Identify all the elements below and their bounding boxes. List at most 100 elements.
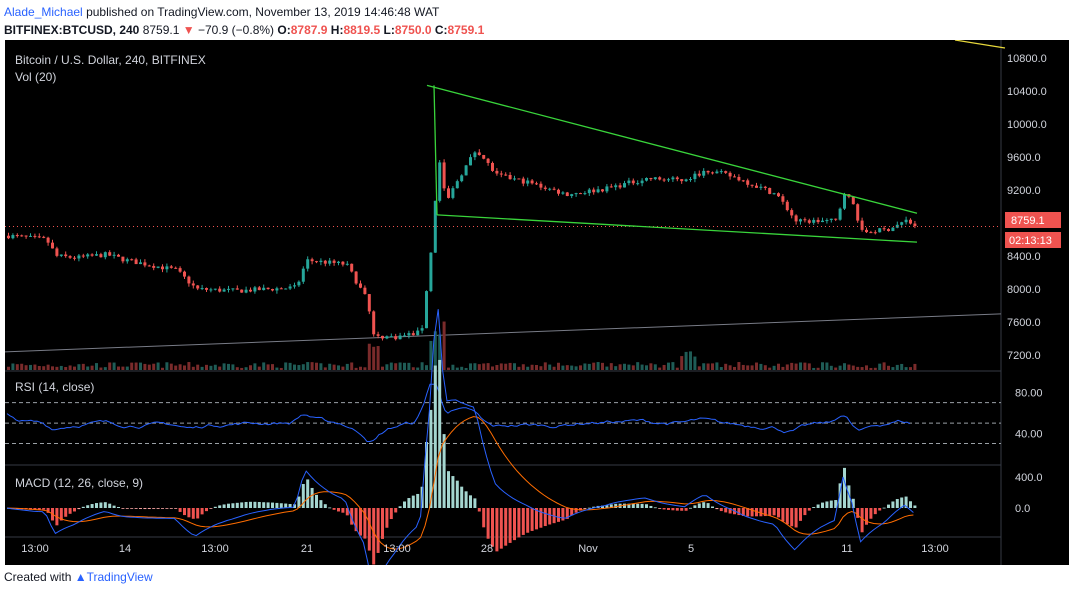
macd-histogram-bar <box>125 508 129 509</box>
x-tick-label: 13:00 <box>201 543 229 555</box>
macd-histogram-bar <box>345 508 349 516</box>
candle-body <box>33 235 37 237</box>
volume-bar <box>24 365 28 370</box>
macd-histogram-bar <box>178 508 182 512</box>
candle-body <box>363 287 367 295</box>
volume-bar <box>15 364 19 370</box>
candle-body <box>169 266 173 268</box>
candle-body <box>147 265 151 267</box>
candle-body <box>574 193 578 195</box>
macd-histogram-bar <box>543 508 547 527</box>
volume-bar <box>583 363 587 370</box>
volume-bar <box>284 362 288 370</box>
candle-body <box>829 218 833 221</box>
volume-bar <box>288 362 292 370</box>
macd-histogram-bar <box>411 495 415 508</box>
chart-area[interactable]: 7200.07600.08000.08400.08800.09200.09600… <box>5 40 1069 565</box>
volume-bar <box>183 365 186 370</box>
candle-body <box>856 204 860 221</box>
candle-body <box>548 188 552 190</box>
candle-body <box>759 186 763 188</box>
candle-body <box>381 335 384 339</box>
candle-body <box>667 179 670 181</box>
volume-bar <box>416 367 420 370</box>
volume-bar <box>851 365 855 370</box>
macd-histogram-bar <box>821 502 824 508</box>
macd-histogram-bar <box>631 503 635 508</box>
candle-body <box>790 210 794 216</box>
volume-bar <box>200 366 204 370</box>
candle-body <box>741 180 745 182</box>
macd-histogram-bar <box>913 505 917 508</box>
candle-body <box>860 220 864 230</box>
candle-body <box>134 259 138 265</box>
macd-histogram-bar <box>81 506 85 508</box>
candle-body <box>55 248 59 256</box>
macd-histogram-bar <box>33 508 37 510</box>
author-link[interactable]: Alade_Michael <box>4 5 83 19</box>
volume-bar <box>99 367 103 370</box>
macd-histogram-bar <box>728 508 732 514</box>
macd-histogram-bar <box>385 508 389 528</box>
volume-bar <box>891 367 895 370</box>
y-tick-label: 7200.0 <box>1007 350 1041 362</box>
macd-histogram-bar <box>95 503 98 508</box>
macd-histogram-bar <box>693 505 697 508</box>
volume-bar <box>719 367 723 370</box>
tradingview-link[interactable]: TradingView <box>86 570 153 584</box>
volume-bar <box>662 364 666 370</box>
volume-bar <box>561 365 565 370</box>
candle-body <box>394 336 398 340</box>
candle-body <box>152 265 156 268</box>
volume-bar <box>909 367 912 370</box>
volume-bar <box>790 362 794 370</box>
macd-histogram-bar <box>433 365 437 508</box>
volume-bar <box>205 364 208 370</box>
macd-histogram-bar <box>768 508 772 516</box>
y-tick-label: 9200.0 <box>1007 185 1041 197</box>
candle-body <box>222 289 226 292</box>
candle-body <box>843 194 846 209</box>
candle-body <box>244 289 248 293</box>
volume-bar <box>367 343 371 370</box>
macd-histogram-bar <box>583 508 587 509</box>
last-price-tag <box>1005 212 1061 228</box>
macd-histogram-bar <box>574 508 578 513</box>
volume-bar <box>552 366 556 370</box>
macd-histogram-bar <box>609 504 613 508</box>
macd-histogram-bar <box>266 502 270 508</box>
volume-bar <box>350 362 354 370</box>
macd-histogram-bar <box>99 502 103 508</box>
volume-bar <box>447 367 450 370</box>
volume-bar <box>345 363 349 370</box>
macd-histogram-bar <box>77 508 81 510</box>
candle-body <box>191 283 195 286</box>
volume-bar <box>539 366 543 370</box>
macd-histogram-bar <box>381 508 384 539</box>
volume-bar <box>587 363 591 370</box>
volume-bar <box>42 366 46 370</box>
macd-histogram-bar <box>231 503 235 508</box>
volume-bar <box>772 365 776 370</box>
volume-bar <box>618 364 622 370</box>
volume-bar <box>763 365 767 370</box>
macd-histogram-bar <box>319 500 323 508</box>
macd-histogram-bar <box>587 507 591 509</box>
candle-body <box>196 285 200 289</box>
candle-body <box>187 276 191 284</box>
candle-body <box>227 288 230 290</box>
candle-body <box>451 188 455 198</box>
candle-body <box>125 259 129 262</box>
last-price-tag-text: 8759.1 <box>1011 215 1045 227</box>
macd-histogram-bar <box>187 508 191 518</box>
open-value: 8787.9 <box>290 23 328 37</box>
candle-body <box>486 158 490 163</box>
x-tick-label: 11 <box>841 543 852 555</box>
macd-histogram-bar <box>539 508 543 528</box>
macd-histogram-bar <box>557 508 560 522</box>
y-tick-label: 10400.0 <box>1007 86 1047 98</box>
macd-histogram-bar <box>389 508 393 520</box>
macd-histogram-bar <box>288 503 292 508</box>
candle-body <box>662 179 666 181</box>
volume-bar <box>658 367 662 370</box>
